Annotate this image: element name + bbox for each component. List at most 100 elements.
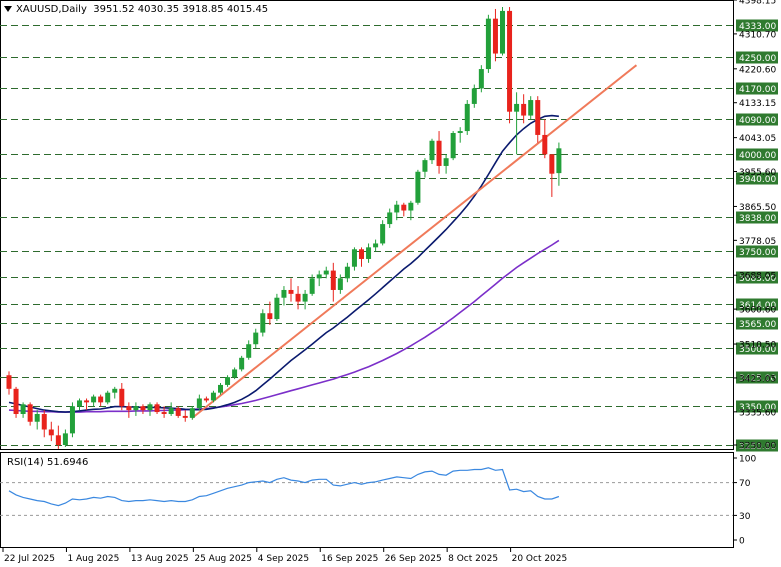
price-tick-label: 4133.15 xyxy=(739,99,776,109)
level-label: 3750.00 xyxy=(739,248,776,258)
candle xyxy=(408,200,414,221)
candle xyxy=(316,270,322,287)
candle xyxy=(450,131,456,161)
level-label: 3250.00 xyxy=(739,442,776,452)
time-tick-label: 22 Jul 2025 xyxy=(4,554,55,564)
price-tick-label: 4398.15 xyxy=(739,0,776,7)
pane-frames xyxy=(0,0,734,548)
candle xyxy=(337,274,343,294)
price-axis[interactable]: 4333.00 4250.00 4170.00 4090.00 4000.00 3940.… xyxy=(733,0,778,452)
level-label-bg xyxy=(736,245,778,258)
candle xyxy=(13,386,19,418)
candle xyxy=(210,390,216,403)
candle xyxy=(542,119,548,159)
candle xyxy=(415,169,421,205)
candle xyxy=(112,386,118,399)
level-label: 4000.00 xyxy=(739,151,776,161)
main-pane-border xyxy=(0,0,734,450)
candle xyxy=(521,94,527,124)
time-tick-label: 8 Oct 2025 xyxy=(448,554,498,564)
rsi-label: RSI(14) 51.6946 xyxy=(7,457,89,468)
candle xyxy=(436,131,442,174)
level-label-bg xyxy=(736,211,778,224)
rsi-line xyxy=(8,467,560,507)
price-tick-label: 3955.60 xyxy=(739,168,776,178)
level-label-bg xyxy=(736,342,778,355)
price-tick-label: 3510.50 xyxy=(739,341,776,351)
price-tick-label: 4220.60 xyxy=(739,65,776,75)
candle xyxy=(492,8,498,62)
level-label-bg xyxy=(736,82,778,95)
time-axis[interactable]: 22 Jul 2025 1 Aug 2025 13 Aug 2025 25 Aug 2… xyxy=(2,548,567,564)
level-label: 3565.00 xyxy=(739,320,776,330)
candle xyxy=(373,239,379,252)
level-label-bg xyxy=(736,113,778,126)
candle xyxy=(41,410,47,438)
level-label: 3683.00 xyxy=(739,274,776,284)
candle xyxy=(98,394,104,407)
candle xyxy=(394,200,400,221)
candle xyxy=(549,154,555,197)
dropdown-arrow-icon[interactable] xyxy=(4,6,12,12)
price-tick-label: 4043.05 xyxy=(739,134,776,144)
candle xyxy=(48,421,54,442)
time-tick-label: 26 Sep 2025 xyxy=(385,554,442,564)
candle xyxy=(380,220,386,246)
price-tick-label: 3423.05 xyxy=(739,374,776,384)
candle xyxy=(556,142,562,186)
candle xyxy=(401,202,407,217)
price-tick-label: 3335.60 xyxy=(739,408,776,418)
price-tick-label: 3688.05 xyxy=(739,272,776,282)
sma-slow-path xyxy=(8,239,560,413)
candle xyxy=(239,355,245,372)
candle xyxy=(55,425,61,449)
candle xyxy=(514,92,520,155)
candle xyxy=(309,274,315,296)
trendline[interactable] xyxy=(191,64,638,419)
candle xyxy=(507,7,513,124)
candle xyxy=(105,390,111,405)
rsi-tick-label: 100 xyxy=(739,455,756,465)
candle xyxy=(464,100,470,135)
price-tick-label: 3865.50 xyxy=(739,203,776,213)
candle xyxy=(478,65,484,93)
candle xyxy=(203,396,209,403)
level-label-bg xyxy=(736,400,778,413)
candle xyxy=(260,309,266,337)
candle xyxy=(20,402,26,418)
candle xyxy=(429,138,435,165)
trendline-segment[interactable] xyxy=(191,64,638,419)
candle xyxy=(196,394,202,411)
candle xyxy=(6,371,12,395)
candle xyxy=(154,402,160,414)
candle xyxy=(535,96,541,143)
candle xyxy=(77,398,82,411)
level-label: 3940.00 xyxy=(739,175,776,185)
candle xyxy=(225,375,231,387)
candle xyxy=(253,328,259,349)
candle xyxy=(218,382,223,395)
candle xyxy=(133,402,139,416)
candle xyxy=(126,402,132,418)
level-label-bg xyxy=(736,271,778,284)
candle xyxy=(302,289,308,310)
candle xyxy=(422,158,428,178)
candle xyxy=(457,127,463,143)
level-label: 3838.00 xyxy=(739,214,776,224)
time-tick-label: 1 Aug 2025 xyxy=(67,554,119,564)
candles-group xyxy=(6,7,562,449)
candle xyxy=(189,406,195,420)
level-label: 3350.00 xyxy=(739,403,776,413)
price-level-lines xyxy=(0,25,733,446)
price-tick-label: 3600.60 xyxy=(739,306,776,316)
price-tick-label: 3778.05 xyxy=(739,237,776,247)
level-label: 4250.00 xyxy=(739,54,776,64)
candle xyxy=(140,404,146,414)
price-tick-label: 4310.70 xyxy=(739,30,776,40)
candle xyxy=(295,286,301,310)
candle xyxy=(27,402,33,426)
chart-header: XAUUSD,Daily 3951.52 4030.35 3918.85 401… xyxy=(4,4,268,15)
level-label: 4090.00 xyxy=(739,116,776,126)
level-label-bg xyxy=(736,148,778,161)
